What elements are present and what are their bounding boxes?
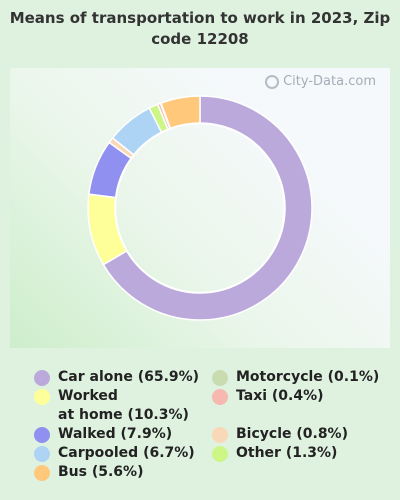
legend-swatch <box>212 427 228 443</box>
legend-item: Car alone (65.9%) <box>34 368 199 387</box>
watermark-text: City-Data.com <box>283 74 376 89</box>
legend-swatch <box>34 389 50 405</box>
legend-swatch <box>212 370 228 386</box>
legend-label: Taxi (0.4%) <box>236 388 324 404</box>
legend-item: Other (1.3%) <box>212 444 337 463</box>
legend-swatch <box>34 465 50 481</box>
chart-title: Means of transportation to work in 2023,… <box>9 9 391 48</box>
donut-chart <box>87 95 313 321</box>
legend-label: Bicycle (0.8%) <box>236 426 348 442</box>
legend-label: Other (1.3%) <box>236 445 338 461</box>
watermark-icon <box>265 74 280 89</box>
legend-label: Walked (7.9%) <box>58 426 173 442</box>
legend-swatch <box>34 370 50 386</box>
legend-label: Worked at home (10.3%) <box>58 388 189 423</box>
donut-slice <box>87 193 128 266</box>
legend-label: Carpooled (6.7%) <box>58 445 195 461</box>
legend-label: Bus (5.6%) <box>58 464 144 480</box>
legend-swatch <box>212 389 228 405</box>
legend-swatch <box>212 446 228 462</box>
legend-item: Bus (5.6%) <box>34 463 143 482</box>
legend-item: Motorcycle (0.1%) <box>212 368 379 387</box>
legend-item: Taxi (0.4%) <box>212 387 324 406</box>
plot-area: City-Data.com <box>10 68 390 348</box>
legend-item: Worked at home (10.3%) <box>34 387 189 425</box>
watermark: City-Data.com <box>265 74 376 89</box>
legend-label: Motorcycle (0.1%) <box>236 369 380 385</box>
legend-label: Car alone (65.9%) <box>58 369 200 385</box>
legend-item: Carpooled (6.7%) <box>34 444 195 463</box>
legend-swatch <box>34 446 50 462</box>
legend-item: Bicycle (0.8%) <box>212 425 348 444</box>
legend: Car alone (65.9%) Worked at home (10.3%) W… <box>0 362 400 492</box>
legend-swatch <box>34 427 50 443</box>
donut-inner-edge <box>114 122 286 294</box>
legend-item: Walked (7.9%) <box>34 425 172 444</box>
